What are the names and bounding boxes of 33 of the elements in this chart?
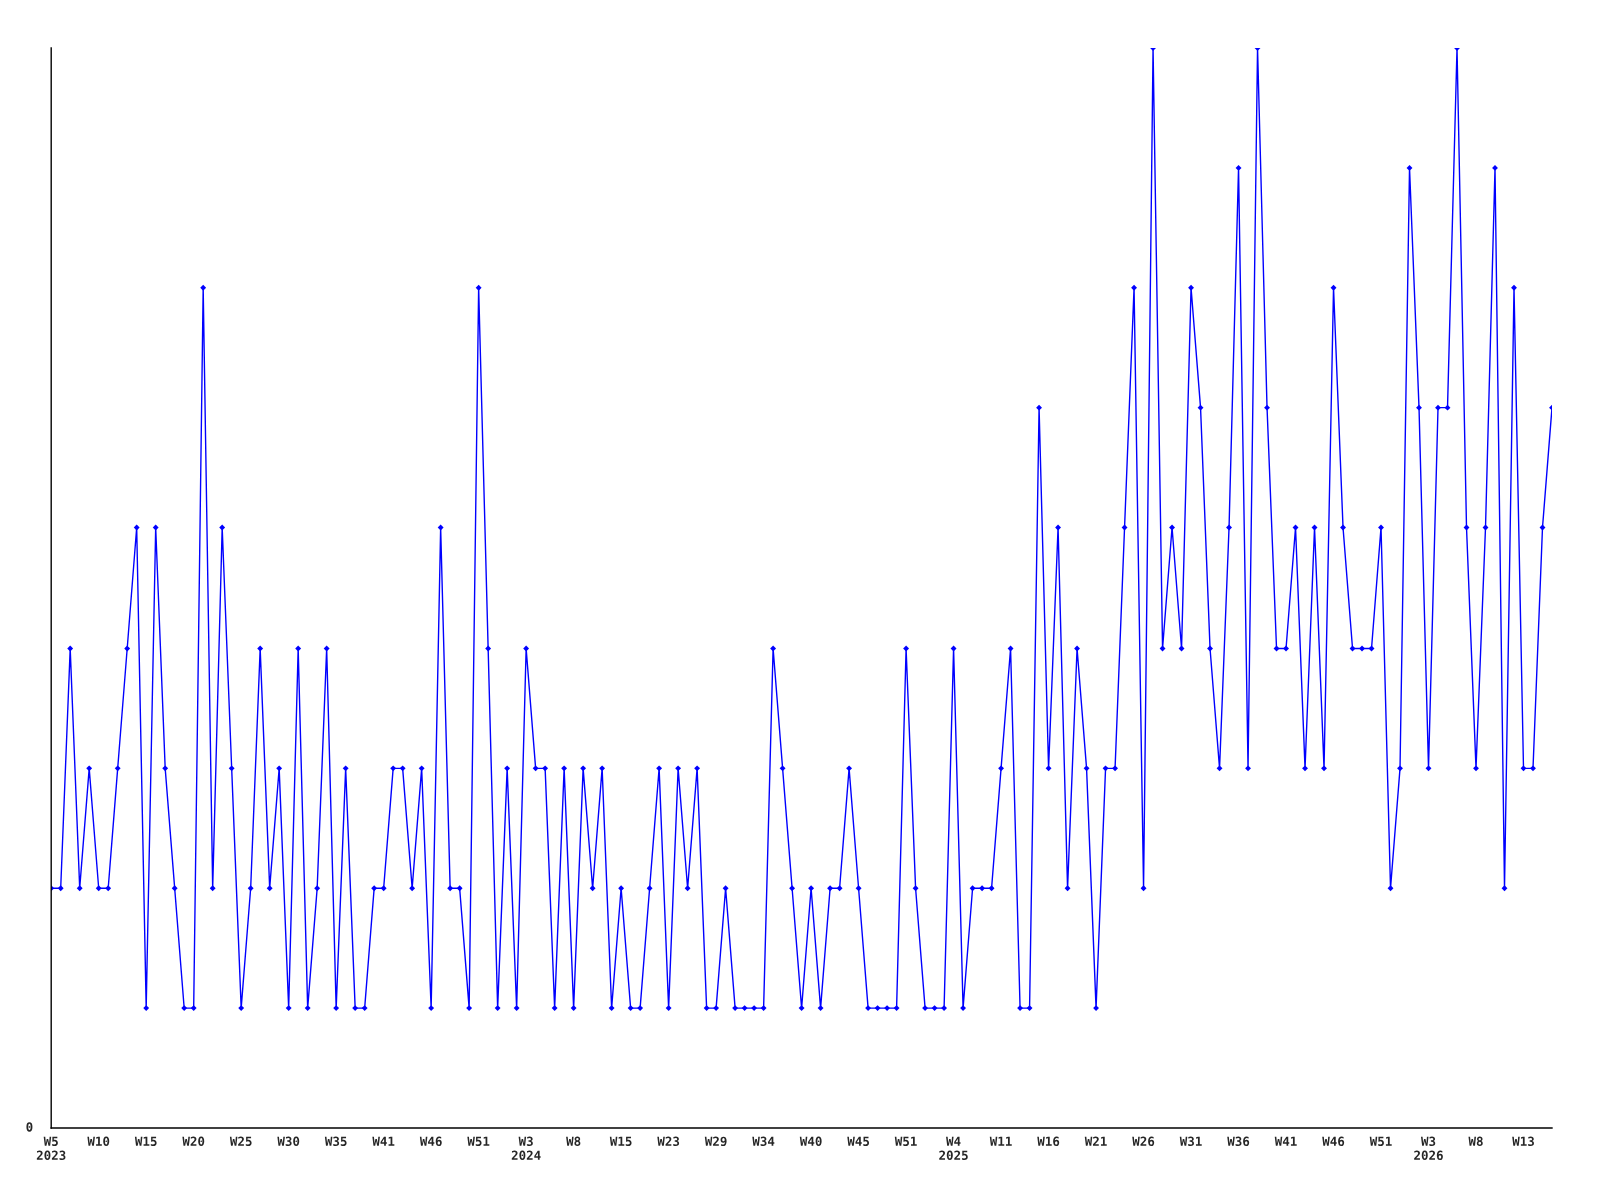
x-tick-label: W46 <box>1322 1136 1345 1147</box>
x-tick-label: W36 <box>1227 1136 1250 1147</box>
x-tick-label: W5 2023 <box>36 1136 66 1161</box>
x-tick-label: W41 <box>1274 1136 1297 1146</box>
x-tick-label: W51 <box>1369 1136 1392 1147</box>
x-tick-label: W13 <box>1512 1136 1534 1147</box>
x-tick-label: W35 <box>324 1136 347 1147</box>
x-tick-label: W29 <box>704 1136 727 1147</box>
x-tick-label: W10 <box>87 1136 110 1147</box>
x-tick-label: W30 <box>277 1136 300 1147</box>
x-tick-label: W31 <box>1179 1136 1202 1147</box>
x-tick-label: W4 2025 <box>939 1136 968 1161</box>
x-tick-label: W8 <box>1468 1136 1483 1147</box>
x-tick-label: W41 <box>372 1136 395 1146</box>
x-tick-label: W51 <box>894 1136 917 1147</box>
x-tick-label: W21 <box>1084 1136 1107 1146</box>
x-tick-label: W45 <box>847 1136 870 1147</box>
x-tick-label: W11 <box>989 1136 1012 1146</box>
x-tick-label: W46 <box>419 1136 442 1147</box>
x-tick-label: W8 <box>566 1136 581 1147</box>
x-tick-label: W40 <box>799 1136 822 1147</box>
x-tick-label: W34 <box>752 1136 775 1147</box>
x-tick-label: W26 <box>1132 1136 1155 1147</box>
x-tick-label: W23 <box>657 1136 680 1147</box>
x-tick-label: W3 2024 <box>511 1136 541 1161</box>
x-tick-label: W15 <box>609 1136 632 1147</box>
x-tick-label: W25 <box>229 1136 252 1147</box>
x-tick-label: W16 <box>1037 1136 1060 1147</box>
text: 0 <box>26 1122 33 1132</box>
x-tick-label: W3 2026 <box>1414 1136 1443 1161</box>
x-tick-label: W15 <box>134 1136 157 1147</box>
x-tick-label: W51 <box>467 1136 490 1147</box>
x-tick-label: W20 <box>182 1136 205 1147</box>
